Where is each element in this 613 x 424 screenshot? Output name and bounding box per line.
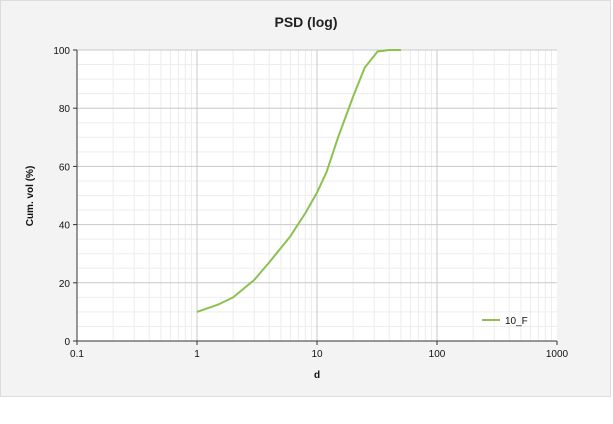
x-tick-label: 100: [429, 349, 446, 360]
x-axis-ticks: 0.1 1 10 100 1000: [70, 341, 569, 360]
footer-strip: [0, 397, 613, 424]
series-layer: [196, 49, 401, 313]
x-tick-label: 10: [311, 349, 323, 360]
legend-label-10-f: 10_F: [505, 316, 528, 327]
legend: 10_F: [482, 316, 528, 327]
x-tick-label: 0.1: [70, 349, 84, 360]
y-tick-label: 60: [59, 162, 71, 173]
x-tick-label: 1000: [546, 349, 569, 360]
y-axis-label: Cum. vol (%): [25, 166, 36, 227]
series-line-10-f: [196, 49, 401, 313]
x-axis-label: d: [314, 370, 320, 381]
major-grid: [77, 49, 557, 341]
y-tick-label: 20: [59, 279, 71, 290]
y-tick-label: 40: [59, 221, 71, 232]
y-tick-label: 80: [59, 104, 71, 115]
y-tick-label: 100: [53, 46, 70, 57]
y-axis-ticks: 0 20 40 60 80 100: [53, 46, 77, 348]
y-tick-label: 0: [64, 337, 70, 348]
chart-title: PSD (log): [275, 14, 338, 30]
x-tick-label: 1: [194, 349, 200, 360]
